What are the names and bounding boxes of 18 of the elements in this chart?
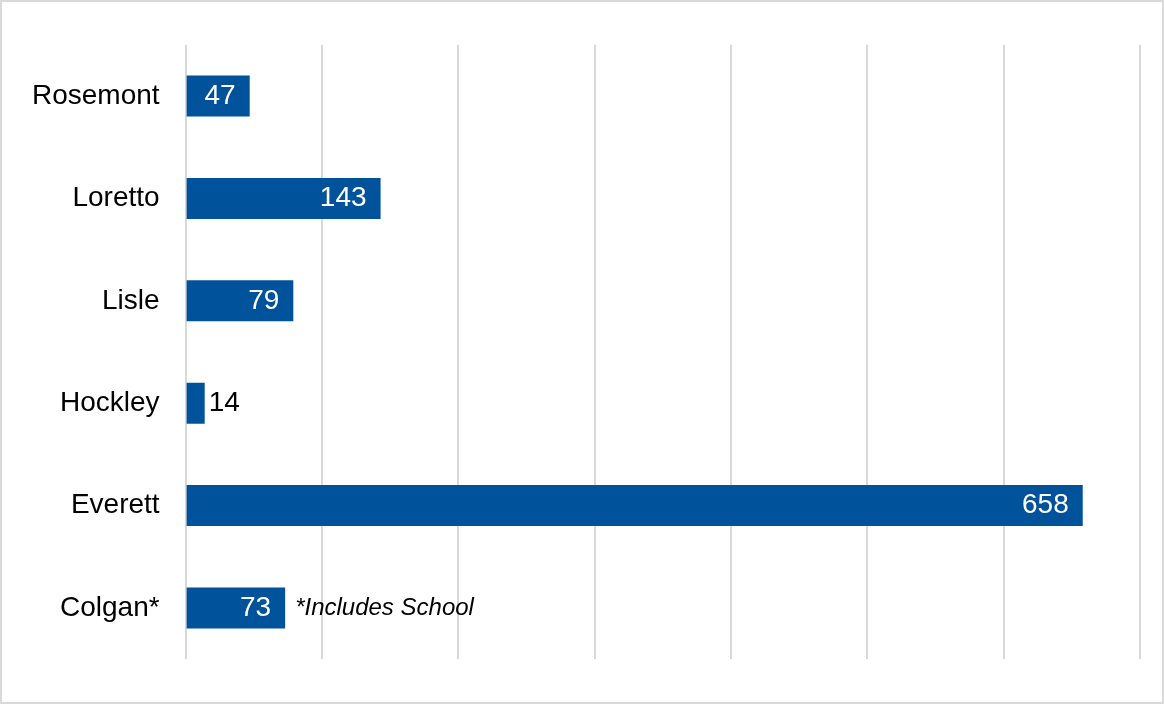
- data-label: 143: [319, 181, 367, 213]
- y-tick-label: Colgan*: [59, 590, 160, 622]
- y-tick-label: Rosemont: [31, 78, 160, 110]
- data-label: 79: [248, 283, 280, 315]
- bar: [186, 382, 205, 424]
- data-label: 658: [1022, 488, 1069, 520]
- bar: [186, 587, 286, 629]
- annotation: *Includes School: [295, 592, 475, 620]
- y-tick-label: Loretto: [72, 181, 160, 213]
- y-tick-label: Lisle: [102, 283, 160, 315]
- bar: [186, 177, 381, 219]
- data-label: 73: [239, 590, 272, 622]
- y-tick-label: Everett: [70, 488, 160, 520]
- data-label: 47: [204, 78, 236, 110]
- bar: [186, 280, 294, 322]
- data-label: 14: [208, 385, 240, 417]
- y-tick-label: Hockley: [60, 385, 160, 417]
- bar: [186, 485, 1083, 527]
